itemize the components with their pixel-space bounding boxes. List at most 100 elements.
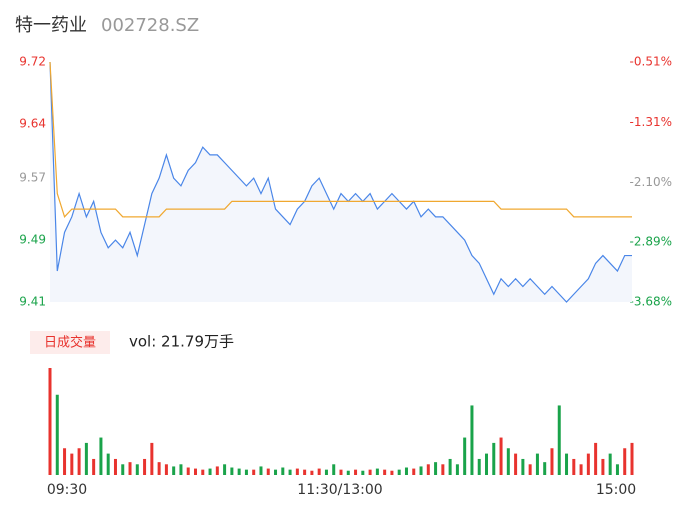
volume-bar bbox=[281, 467, 285, 475]
volume-bar bbox=[215, 466, 219, 475]
volume-bar bbox=[84, 442, 88, 475]
y2-tick-label: -0.51% bbox=[630, 55, 672, 69]
y-tick-label: 9.41 bbox=[19, 295, 46, 309]
volume-bar bbox=[244, 469, 248, 475]
volume-bar bbox=[390, 470, 394, 475]
time-label: 15:00 bbox=[596, 482, 636, 498]
volume-bar bbox=[201, 469, 205, 475]
y2-tick-label: -2.10% bbox=[630, 175, 672, 189]
volume-bar bbox=[106, 453, 110, 475]
y2-tick-label: -3.68% bbox=[630, 295, 672, 309]
volume-bar bbox=[361, 470, 365, 475]
volume-bar bbox=[368, 469, 372, 475]
volume-bar bbox=[230, 467, 234, 475]
volume-bar bbox=[579, 464, 583, 475]
time-label: 11:30/13:00 bbox=[297, 482, 382, 498]
volume-bar bbox=[179, 464, 183, 475]
volume-bar bbox=[113, 458, 117, 475]
time-label: 09:30 bbox=[47, 482, 87, 498]
volume-bar bbox=[434, 462, 438, 475]
volume-bar bbox=[594, 442, 598, 475]
volume-bar bbox=[252, 469, 256, 475]
y-tick-label: 9.49 bbox=[19, 233, 46, 247]
volume-bar bbox=[332, 464, 336, 475]
volume-bar bbox=[543, 462, 547, 475]
volume-bar bbox=[499, 437, 503, 475]
volume-badge-bg bbox=[30, 331, 110, 354]
volume-bar bbox=[317, 468, 321, 475]
volume-bar bbox=[194, 468, 197, 475]
volume-total: vol: 21.79万手 bbox=[129, 333, 234, 351]
volume-bar bbox=[586, 453, 590, 475]
volume-bar bbox=[506, 448, 510, 475]
volume-bar bbox=[143, 458, 147, 475]
y2-tick-label: -2.89% bbox=[630, 235, 672, 249]
volume-bar bbox=[172, 466, 176, 475]
volume-bar bbox=[310, 470, 314, 475]
volume-bar bbox=[121, 464, 125, 475]
volume-bar bbox=[557, 405, 561, 475]
volume-bar bbox=[274, 469, 278, 475]
volume-bar bbox=[492, 442, 496, 475]
volume-bar bbox=[630, 442, 634, 475]
volume-bar bbox=[528, 464, 532, 475]
y-tick-label: 9.64 bbox=[19, 116, 46, 130]
volume-bar bbox=[615, 464, 619, 475]
volume-bar bbox=[150, 442, 154, 475]
volume-bar bbox=[455, 464, 459, 475]
volume-bar bbox=[521, 458, 525, 475]
volume-bar bbox=[70, 453, 74, 475]
volume-bar bbox=[63, 448, 67, 475]
volume-bar bbox=[186, 467, 190, 475]
price-line bbox=[49, 61, 632, 303]
volume-bar bbox=[339, 469, 343, 475]
volume-bar bbox=[470, 405, 474, 475]
volume-bar bbox=[608, 453, 612, 475]
volume-bar bbox=[463, 437, 467, 475]
volume-bar bbox=[157, 462, 161, 475]
volume-bar bbox=[288, 469, 292, 475]
volume-bar bbox=[208, 468, 212, 475]
volume-bar bbox=[601, 458, 605, 475]
y-tick-label: 9.72 bbox=[19, 55, 46, 69]
volume-bar bbox=[128, 462, 132, 475]
volume-bar bbox=[223, 464, 227, 475]
volume-bar bbox=[419, 466, 423, 475]
volume-bar bbox=[477, 458, 481, 475]
volume-bar bbox=[135, 464, 139, 475]
stock-code: 002728.SZ bbox=[101, 15, 199, 36]
volume-bar bbox=[572, 458, 576, 475]
average-line bbox=[49, 61, 632, 218]
volume-bar bbox=[48, 368, 52, 475]
volume-bar bbox=[383, 469, 387, 475]
volume-bar bbox=[441, 464, 445, 475]
volume-bar bbox=[237, 468, 241, 475]
volume-bar bbox=[346, 470, 350, 475]
y2-tick-label: -1.31% bbox=[630, 115, 672, 129]
price-area bbox=[50, 62, 632, 302]
volume-bar bbox=[354, 469, 358, 475]
volume-bar bbox=[485, 453, 488, 475]
volume-bar bbox=[303, 469, 307, 475]
volume-bar bbox=[164, 464, 168, 475]
volume-badge: 日成交量 bbox=[44, 335, 96, 351]
volume-bar bbox=[55, 394, 59, 475]
volume-bar bbox=[550, 448, 554, 475]
volume-bar bbox=[259, 466, 263, 475]
volume-bar bbox=[404, 467, 408, 475]
volume-bar bbox=[397, 469, 401, 475]
y-tick-label: 9.57 bbox=[19, 171, 46, 185]
volume-bar bbox=[99, 437, 103, 475]
volume-bar bbox=[92, 458, 96, 475]
volume-bar bbox=[295, 468, 299, 475]
volume-bar bbox=[535, 453, 539, 475]
volume-bar bbox=[77, 448, 81, 475]
volume-bar bbox=[623, 448, 627, 475]
volume-bar bbox=[324, 469, 328, 475]
volume-bar bbox=[266, 468, 270, 475]
volume-bar bbox=[412, 468, 416, 475]
volume-bar bbox=[514, 453, 518, 475]
volume-bar bbox=[448, 458, 452, 475]
volume-bar bbox=[565, 453, 569, 475]
